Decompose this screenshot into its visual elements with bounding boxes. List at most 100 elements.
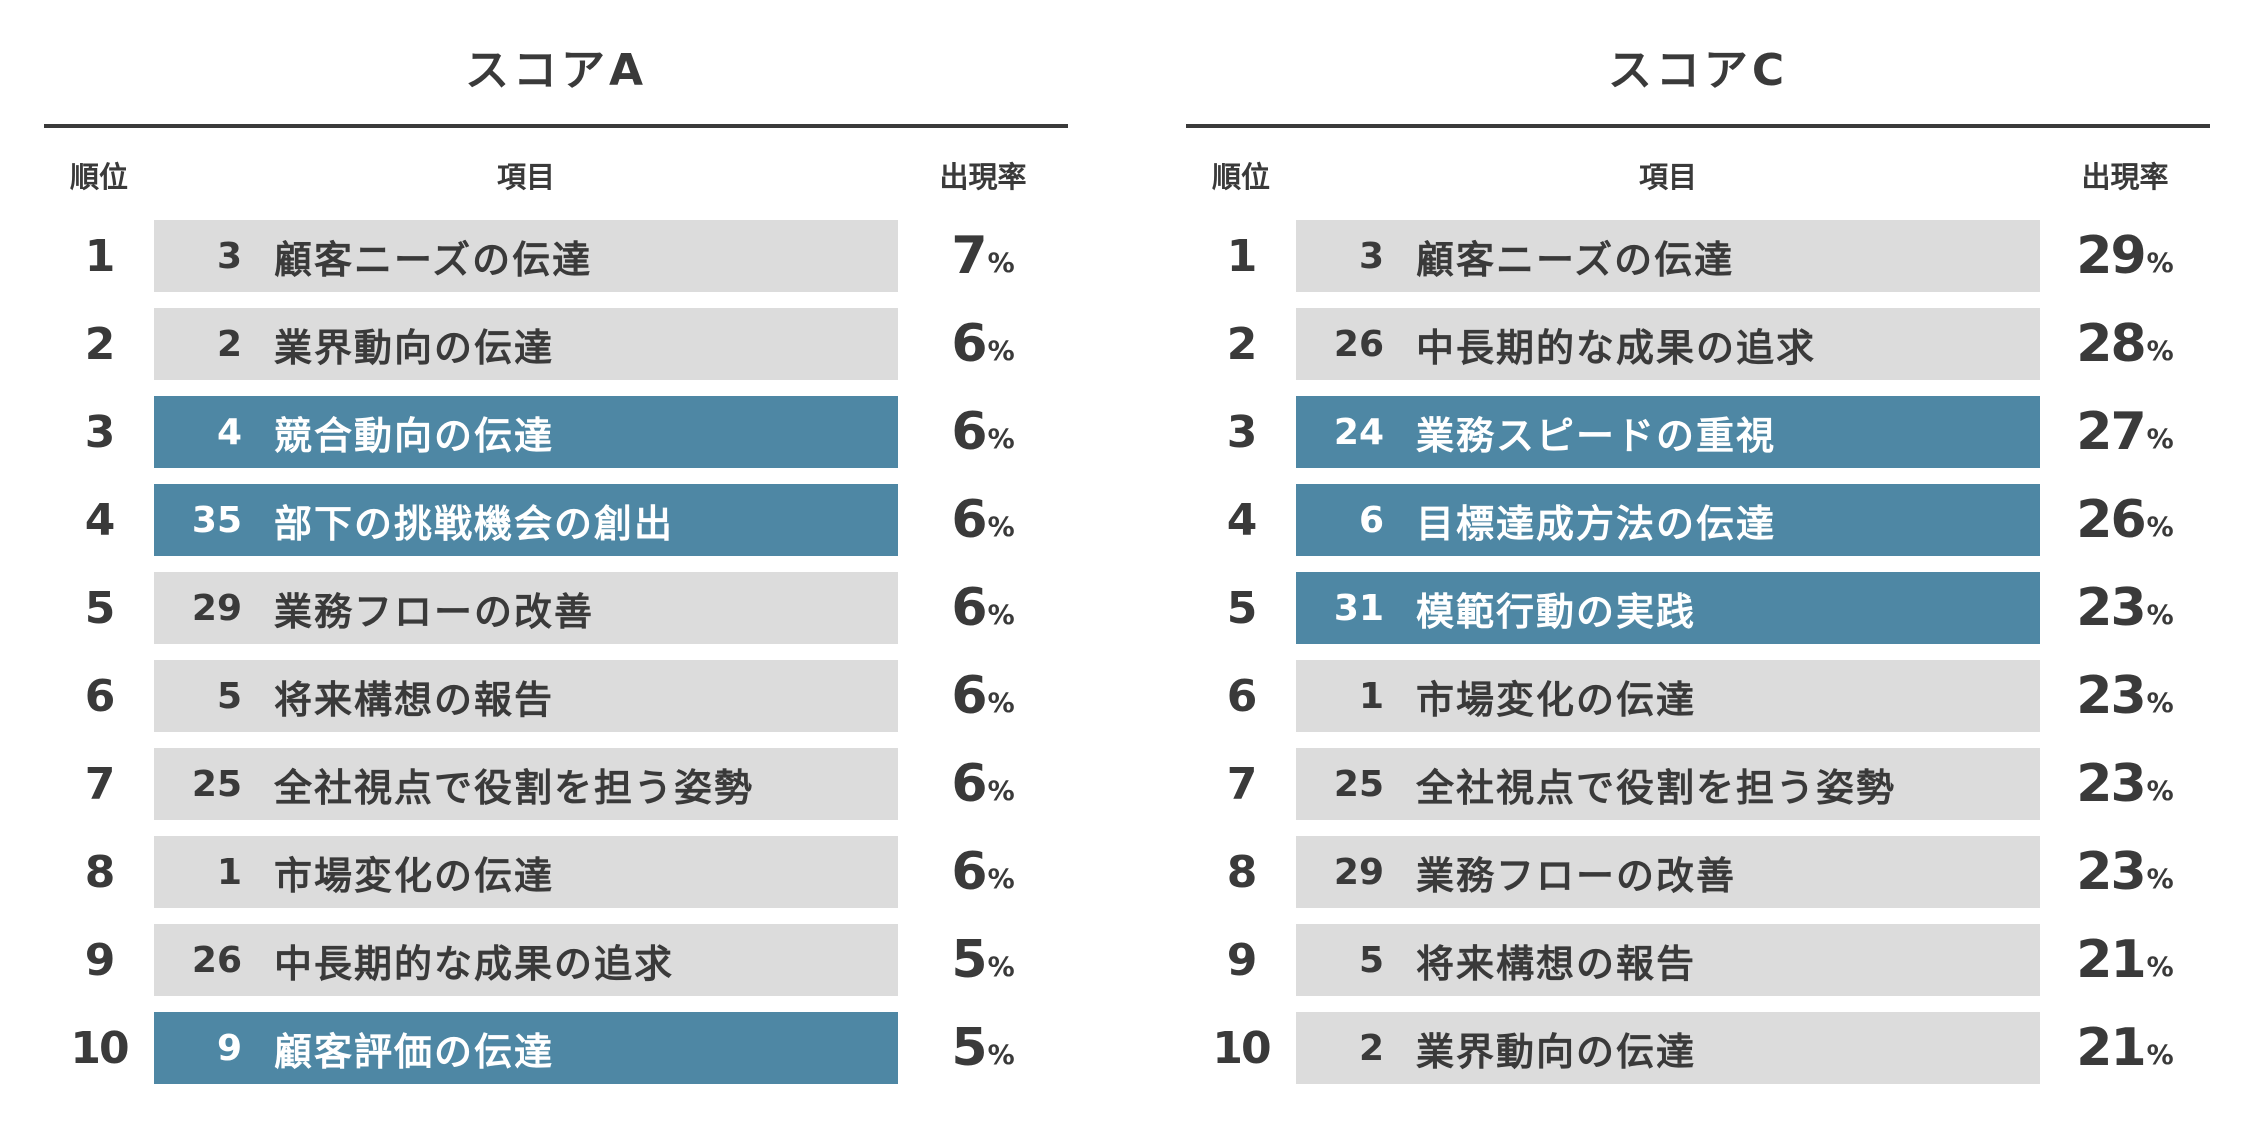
item-name: 顧客ニーズの伝達 <box>274 237 593 282</box>
table-row: 4 35 部下の挑戦機会の創出 6 % <box>44 484 1068 556</box>
item-name: 模範行動の実践 <box>1416 589 1697 634</box>
item-bar: 2 業界動向の伝達 <box>1296 1012 2040 1084</box>
percent-sign: % <box>2146 951 2174 983</box>
percent-sign: % <box>987 511 1015 543</box>
percent-sign: % <box>987 335 1015 367</box>
rank-label: 10 <box>70 1022 129 1074</box>
ranking-rows: 1 3 顧客ニーズの伝達 7 % 2 2 業界動向の伝達 6 % 3 4 競合動… <box>44 220 1068 1084</box>
percent-sign: % <box>987 687 1015 719</box>
item-name: 目標達成方法の伝達 <box>1416 501 1777 546</box>
rank-label: 1 <box>84 230 116 282</box>
rank-label: 4 <box>1226 494 1258 546</box>
rate-value: 6 <box>951 666 987 726</box>
item-number: 2 <box>1358 1027 1384 1069</box>
item-name: 市場変化の伝達 <box>274 853 555 898</box>
rate-cell: 23 % <box>2040 660 2210 732</box>
rate-value: 6 <box>951 314 987 374</box>
item-name: 部下の挑戦機会の創出 <box>274 501 675 546</box>
rate-cell: 27 % <box>2040 396 2210 468</box>
item-bar: 25 全社視点で役割を担う姿勢 <box>1296 748 2040 820</box>
score-c-title: スコアC <box>1607 45 1789 96</box>
table-row: 8 29 業務フローの改善 23 % <box>1186 836 2210 908</box>
rank-label: 3 <box>84 406 116 458</box>
item-name: 業務フローの改善 <box>1416 853 1737 898</box>
rate-value: 23 <box>2076 578 2146 638</box>
rank-label: 7 <box>1226 758 1258 810</box>
percent-sign: % <box>2146 423 2174 455</box>
rate-column-header: 出現率 <box>939 160 1027 194</box>
rank-label: 5 <box>84 582 116 634</box>
score-ranking-comparison: スコアA 順位 項目 出現率 1 3 顧客ニーズの伝達 7 % 2 2 業界動向… <box>44 16 2210 1084</box>
percent-sign: % <box>987 423 1015 455</box>
item-number: 2 <box>216 323 242 365</box>
item-bar: 3 顧客ニーズの伝達 <box>1296 220 2040 292</box>
item-number: 9 <box>216 1027 242 1069</box>
item-bar: 9 顧客評価の伝達 <box>154 1012 898 1084</box>
item-name: 中長期的な成果の追求 <box>274 941 675 986</box>
item-name: 全社視点で役割を担う姿勢 <box>274 765 755 810</box>
item-bar: 31 模範行動の実践 <box>1296 572 2040 644</box>
rank-label: 8 <box>1226 846 1258 898</box>
table-row: 1 3 顧客ニーズの伝達 29 % <box>1186 220 2210 292</box>
rate-value: 6 <box>951 578 987 638</box>
rate-value: 21 <box>2076 930 2146 990</box>
rate-cell: 21 % <box>2040 1012 2210 1084</box>
item-number: 1 <box>216 851 242 893</box>
rate-cell: 6 % <box>898 660 1068 732</box>
percent-sign: % <box>2146 599 2174 631</box>
rank-label: 3 <box>1226 406 1258 458</box>
rank-label: 10 <box>1212 1022 1271 1074</box>
item-bar: 2 業界動向の伝達 <box>154 308 898 380</box>
item-name: 業務フローの改善 <box>274 589 595 634</box>
percent-sign: % <box>987 951 1015 983</box>
column-headers: 順位 項目 出現率 <box>44 154 1068 196</box>
rate-value: 29 <box>2076 226 2146 286</box>
item-column-header: 項目 <box>1638 160 1697 194</box>
percent-sign: % <box>987 247 1015 279</box>
rate-cell: 6 % <box>898 308 1068 380</box>
item-number: 5 <box>216 675 242 717</box>
item-bar: 29 業務フローの改善 <box>154 572 898 644</box>
item-bar: 5 将来構想の報告 <box>154 660 898 732</box>
item-number: 4 <box>216 411 242 453</box>
percent-sign: % <box>987 1039 1015 1071</box>
title-underline <box>44 124 1068 128</box>
item-bar: 24 業務スピードの重視 <box>1296 396 2040 468</box>
item-bar: 29 業務フローの改善 <box>1296 836 2040 908</box>
rate-cell: 6 % <box>898 396 1068 468</box>
item-name: 顧客ニーズの伝達 <box>1416 237 1735 282</box>
rate-cell: 23 % <box>2040 572 2210 644</box>
item-bar: 25 全社視点で役割を担う姿勢 <box>154 748 898 820</box>
rate-value: 6 <box>951 754 987 814</box>
table-row: 7 25 全社視点で役割を担う姿勢 6 % <box>44 748 1068 820</box>
percent-sign: % <box>987 599 1015 631</box>
table-row: 10 9 顧客評価の伝達 5 % <box>44 1012 1068 1084</box>
item-name: 業務スピードの重視 <box>1416 413 1777 458</box>
rate-cell: 21 % <box>2040 924 2210 996</box>
rate-value: 5 <box>951 930 987 990</box>
item-name: 市場変化の伝達 <box>1416 677 1697 722</box>
item-bar: 3 顧客ニーズの伝達 <box>154 220 898 292</box>
rate-value: 26 <box>2076 490 2146 550</box>
rate-cell: 6 % <box>898 484 1068 556</box>
rate-cell: 28 % <box>2040 308 2210 380</box>
rate-value: 6 <box>951 490 987 550</box>
item-name: 中長期的な成果の追求 <box>1416 325 1817 370</box>
item-bar: 4 競合動向の伝達 <box>154 396 898 468</box>
item-number: 1 <box>1358 675 1384 717</box>
item-number: 29 <box>1333 851 1384 893</box>
rank-label: 4 <box>84 494 116 546</box>
item-number: 31 <box>1333 587 1384 629</box>
item-name: 業界動向の伝達 <box>1416 1029 1697 1074</box>
table-row: 6 5 将来構想の報告 6 % <box>44 660 1068 732</box>
table-row: 5 29 業務フローの改善 6 % <box>44 572 1068 644</box>
item-bar: 35 部下の挑戦機会の創出 <box>154 484 898 556</box>
item-number: 3 <box>1358 235 1384 277</box>
item-number: 25 <box>1333 763 1384 805</box>
rank-label: 1 <box>1226 230 1258 282</box>
score-a-table: スコアA 順位 項目 出現率 1 3 顧客ニーズの伝達 7 % 2 2 業界動向… <box>44 16 1068 1084</box>
table-row: 3 24 業務スピードの重視 27 % <box>1186 396 2210 468</box>
item-name: 将来構想の報告 <box>274 677 555 722</box>
item-number: 25 <box>191 763 242 805</box>
item-number: 35 <box>191 499 242 541</box>
